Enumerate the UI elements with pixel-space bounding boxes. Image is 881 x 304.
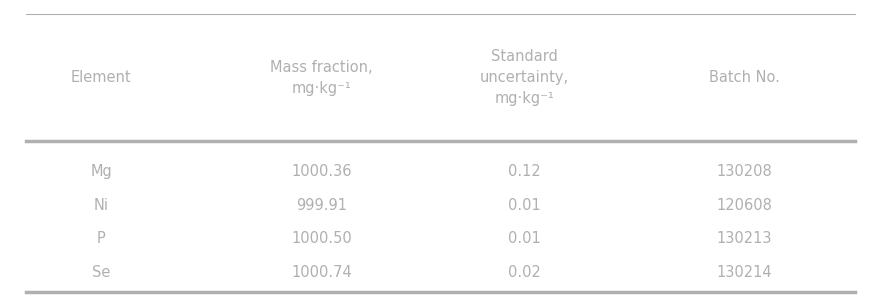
- Text: 130208: 130208: [716, 164, 773, 179]
- Text: Mg: Mg: [91, 164, 112, 179]
- Text: 1000.74: 1000.74: [292, 264, 352, 280]
- Text: 999.91: 999.91: [296, 198, 347, 213]
- Text: Mass fraction,
mg·kg⁻¹: Mass fraction, mg·kg⁻¹: [270, 60, 373, 95]
- Text: 130214: 130214: [716, 264, 773, 280]
- Text: P: P: [97, 231, 106, 246]
- Text: 120608: 120608: [716, 198, 773, 213]
- Text: Se: Se: [93, 264, 110, 280]
- Text: 130213: 130213: [717, 231, 772, 246]
- Text: 1000.36: 1000.36: [292, 164, 352, 179]
- Text: Ni: Ni: [93, 198, 109, 213]
- Text: 0.01: 0.01: [507, 198, 541, 213]
- Text: 0.01: 0.01: [507, 231, 541, 246]
- Text: 0.02: 0.02: [507, 264, 541, 280]
- Text: 1000.50: 1000.50: [292, 231, 352, 246]
- Text: Batch No.: Batch No.: [709, 70, 780, 85]
- Text: Standard
uncertainty,
mg·kg⁻¹: Standard uncertainty, mg·kg⁻¹: [479, 49, 569, 106]
- Text: 0.12: 0.12: [507, 164, 541, 179]
- Text: Element: Element: [71, 70, 131, 85]
